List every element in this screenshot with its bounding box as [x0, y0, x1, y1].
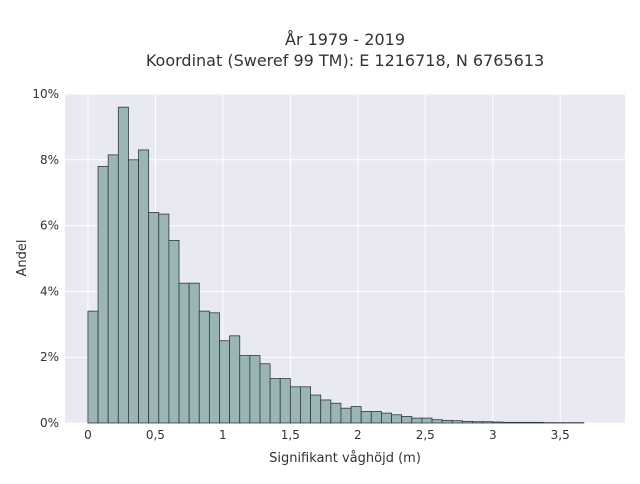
x-tick-label: 2	[354, 428, 362, 442]
histogram-bar	[311, 395, 321, 423]
chart-subtitle: Koordinat (Sweref 99 TM): E 1216718, N 6…	[146, 51, 544, 70]
histogram-bar	[230, 336, 240, 423]
histogram-bar	[432, 420, 442, 423]
histogram-bar	[199, 311, 209, 423]
x-axis-label: Signifikant våghöjd (m)	[269, 451, 421, 466]
y-tick-label: 2%	[40, 350, 59, 364]
y-tick-label: 0%	[40, 416, 59, 430]
histogram-bar	[300, 387, 310, 423]
x-tick-label: 3,5	[551, 428, 570, 442]
histogram-bar	[179, 283, 189, 423]
x-tick-label: 1	[219, 428, 227, 442]
histogram-bar	[442, 420, 452, 423]
histogram-bar	[128, 160, 138, 423]
histogram-bar	[371, 411, 381, 423]
histogram-bar	[513, 422, 523, 423]
histogram-bar	[392, 415, 402, 423]
y-tick-label: 6%	[40, 219, 59, 233]
histogram-bar	[483, 422, 493, 423]
histogram-bar	[351, 407, 361, 423]
x-tick-label: 0,5	[146, 428, 165, 442]
x-tick-label: 2,5	[416, 428, 435, 442]
histogram-bar	[331, 403, 341, 423]
histogram-bar	[189, 283, 199, 423]
histogram-bar	[98, 166, 108, 423]
histogram-bar	[493, 422, 503, 423]
histogram-bar	[118, 107, 128, 423]
x-tick-label: 1,5	[281, 428, 300, 442]
histogram-bar	[533, 422, 543, 423]
histogram-bar	[270, 379, 280, 423]
histogram-bar	[240, 356, 250, 423]
histogram-bar	[321, 400, 331, 423]
histogram-bar	[260, 364, 270, 423]
histogram-bar	[169, 240, 179, 423]
histogram-bar	[341, 408, 351, 423]
x-tick-label: 0	[84, 428, 92, 442]
histogram-bar	[220, 341, 230, 423]
histogram-bar	[280, 379, 290, 423]
histogram-bar	[290, 387, 300, 423]
y-axis-label: Andel	[15, 240, 30, 277]
histogram-bar	[402, 416, 412, 423]
y-axis-ticks: 0% 2% 4% 6% 8% 10%	[32, 87, 59, 430]
y-tick-label: 10%	[32, 87, 59, 101]
x-tick-label: 3	[489, 428, 497, 442]
x-axis-ticks: 0 0,5 1 1,5 2 2,5 3 3,5	[84, 428, 570, 442]
histogram-bar	[88, 311, 98, 423]
histogram-bar	[462, 421, 472, 423]
histogram-bar	[503, 422, 513, 423]
chart-title: År 1979 - 2019	[285, 30, 405, 49]
histogram-bar	[473, 422, 483, 423]
histogram-bar	[452, 421, 462, 423]
histogram-bar	[412, 418, 422, 423]
histogram-bar	[361, 411, 371, 423]
y-tick-label: 8%	[40, 153, 59, 167]
histogram-bar	[523, 422, 533, 423]
histogram-bar	[139, 150, 149, 423]
histogram-bar	[381, 413, 391, 423]
histogram-bar	[250, 356, 260, 423]
y-tick-label: 4%	[40, 284, 59, 298]
histogram-bar	[108, 155, 118, 423]
histogram-bar	[422, 418, 432, 423]
histogram-bar	[149, 212, 159, 423]
histogram-bar	[159, 214, 169, 423]
histogram-bar	[209, 313, 219, 423]
